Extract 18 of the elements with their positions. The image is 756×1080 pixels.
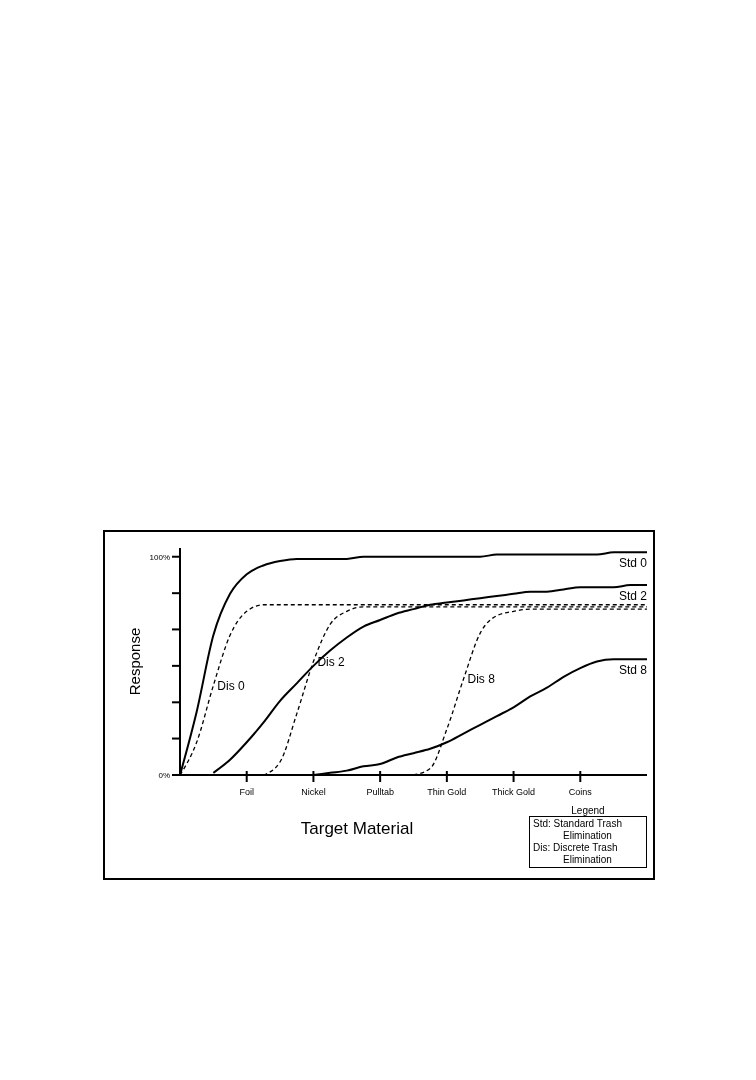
series-label: Std 0 xyxy=(618,556,648,571)
series-label: Std 2 xyxy=(618,589,648,604)
x-tick-label: Thick Gold xyxy=(492,787,536,797)
x-tick-label: Nickel xyxy=(301,787,326,797)
series-label: Dis 8 xyxy=(467,671,496,686)
text: Legend xyxy=(570,805,606,816)
x-tick-label: Pulltab xyxy=(366,787,394,797)
text: Std: Standard Trash Elimination xyxy=(533,818,623,842)
x-tick-label: Foil xyxy=(239,787,254,797)
x-tick-label: Thin Gold xyxy=(427,787,467,797)
x-tick-label: Coins xyxy=(568,787,593,797)
text: Dis: Discrete Trash Elimination xyxy=(533,842,619,866)
x-axis-title: Target Material xyxy=(299,818,415,839)
y-tick-label: 100% xyxy=(149,552,170,562)
series-label: Std 8 xyxy=(618,663,648,678)
y-axis-title: Response xyxy=(126,627,144,696)
series-label: Dis 0 xyxy=(217,678,246,693)
y-tick-label: 0% xyxy=(158,770,170,780)
